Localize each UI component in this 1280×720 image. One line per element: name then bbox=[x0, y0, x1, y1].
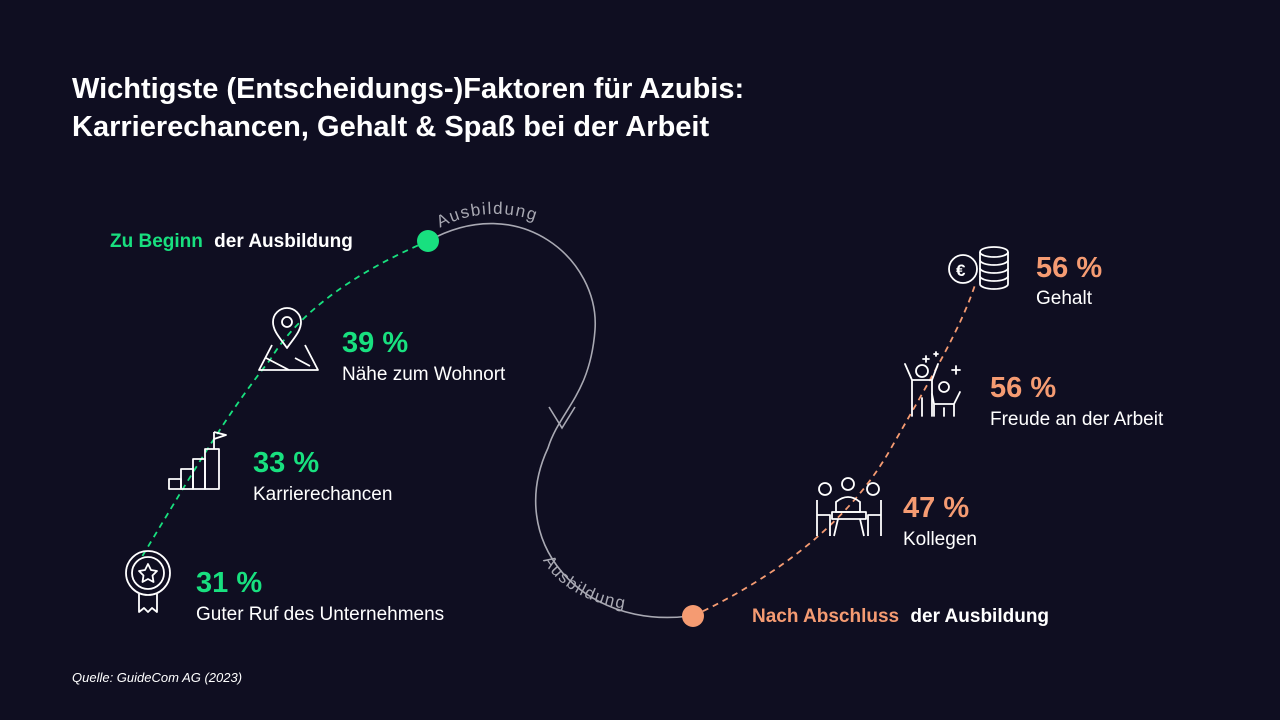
end-dot bbox=[682, 605, 704, 627]
title-line-2: Karrierechancen, Gehalt & Spaß bei der A… bbox=[72, 111, 710, 143]
factor-label-gehalt: Gehalt bbox=[1036, 288, 1093, 309]
training-path bbox=[427, 222, 691, 619]
factor-value-ruf: 31 % bbox=[196, 567, 262, 599]
path-label-lower: Ausbildung bbox=[539, 552, 628, 613]
factor-label-karriere: Karrierechancen bbox=[253, 484, 392, 505]
source-note: Quelle: GuideCom AG (2023) bbox=[72, 670, 243, 685]
award-badge-icon bbox=[125, 550, 171, 613]
factor-label-freude: Freude an der Arbeit bbox=[990, 409, 1164, 430]
path-arrow-icon bbox=[548, 406, 576, 430]
factor-label-nahe: Nähe zum Wohnort bbox=[342, 364, 506, 385]
coins-euro-icon: € bbox=[948, 246, 1009, 290]
factor-label-ruf: Guter Ruf des Unternehmens bbox=[196, 604, 444, 625]
celebrating-people-icon bbox=[904, 351, 961, 417]
factor-value-karriere: 33 % bbox=[253, 447, 319, 479]
factor-label-kollegen: Kollegen bbox=[903, 529, 977, 550]
path-label-upper: Ausbildung bbox=[433, 199, 540, 232]
colleagues-meeting-icon bbox=[816, 477, 882, 537]
factor-value-gehalt: 56 % bbox=[1036, 252, 1102, 284]
career-stairs-icon bbox=[168, 431, 227, 490]
start-dashed-arc bbox=[139, 240, 429, 561]
factor-value-kollegen: 47 % bbox=[903, 492, 969, 524]
start-label-rest: der Ausbildung bbox=[214, 231, 353, 252]
end-label-highlight: Nach Abschluss bbox=[752, 606, 899, 627]
title-line-1: Wichtigste (Entscheidungs-)Faktoren für … bbox=[72, 73, 745, 105]
start-dot bbox=[417, 230, 439, 252]
end-label-rest: der Ausbildung bbox=[910, 606, 1049, 627]
factor-value-nahe: 39 % bbox=[342, 327, 408, 359]
end-dashed-arc bbox=[692, 284, 976, 617]
start-label-highlight: Zu Beginn bbox=[110, 231, 203, 252]
map-pin-icon bbox=[258, 307, 319, 371]
end-label: Nach Abschluss der Ausbildung bbox=[752, 606, 1049, 627]
start-label: Zu Beginn der Ausbildung bbox=[110, 231, 353, 252]
factor-value-freude: 56 % bbox=[990, 372, 1056, 404]
svg-text:€: € bbox=[956, 261, 966, 280]
page-title: Wichtigste (Entscheidungs-)Faktoren für … bbox=[72, 70, 744, 146]
